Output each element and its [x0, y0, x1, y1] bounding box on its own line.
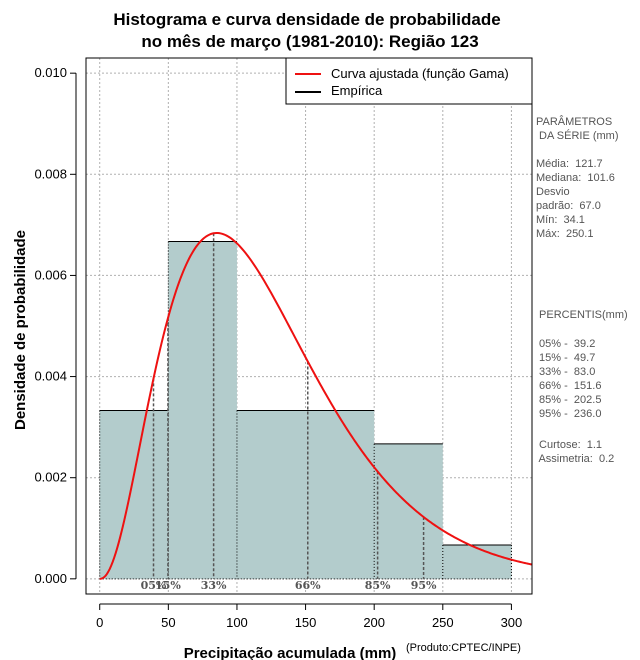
stats-values: Média: 121.7 Mediana: 101.6 Desvio padrã…: [536, 158, 615, 240]
x-tick-label-0: 0: [96, 615, 103, 630]
y-tick-label-2: 0.004: [34, 369, 67, 384]
x-tick-label-2: 100: [226, 615, 248, 630]
gamma-curve: [99, 231, 533, 580]
x-tick-label-1: 50: [161, 615, 175, 630]
percentile-label-1: 15%: [155, 579, 181, 592]
legend-box: [285, 57, 533, 105]
y-tick-label-5: 0.010: [34, 65, 67, 80]
legend-label-empirical: Empírica: [331, 83, 383, 98]
histogram-bar-0: [99, 410, 169, 579]
x-tick-label-6: 300: [501, 615, 523, 630]
chart-title: Histograma e curva densidade de probabil…: [113, 10, 500, 29]
chart-subtitle: no mês de março (1981-2010): Região 123: [141, 32, 478, 51]
percentile-label-0: 05%: [141, 579, 167, 592]
y-tick-label-4: 0.008: [34, 166, 67, 181]
y-tick-label-0: 0.000: [34, 571, 67, 586]
percentile-label-3: 66%: [295, 579, 321, 592]
y-tick-label-3: 0.006: [34, 267, 67, 282]
y-axis-label: Densidade de probabilidade: [12, 230, 29, 430]
histogram-bar-3: [374, 443, 443, 579]
x-tick-label-4: 200: [363, 615, 385, 630]
x-axis-label: Precipitação acumulada (mm): [184, 645, 397, 660]
histogram-bar-4: [442, 544, 512, 579]
percentiles-heading: PERCENTIS(mm): [536, 309, 628, 321]
histogram-bars: [99, 241, 512, 580]
legend: Curva ajustada (função Gama) Empírica: [285, 57, 533, 105]
shape-stats: Curtose: 1.1 Assimetria: 0.2: [538, 439, 615, 465]
x-tick-label-3: 150: [295, 615, 317, 630]
x-tick-label-5: 250: [432, 615, 454, 630]
percentile-markers: 05%15% 33% 66% 85% 95%: [141, 233, 437, 592]
y-axis: 0.000 0.002 0.004 0.006 0.008 0.010: [34, 65, 77, 586]
percentile-label-2: 33%: [201, 579, 227, 592]
histogram-bar-1: [168, 241, 237, 579]
y-tick-label-1: 0.002: [34, 470, 67, 485]
percentile-label-5: 95%: [411, 579, 437, 592]
histogram-bar-2: [236, 410, 375, 579]
x-axis: 0 50 100 150 200 250 300: [96, 603, 523, 630]
percentiles-values: 05% - 39.2 15% - 49.7 33% - 83.0 66% - 1…: [539, 338, 602, 420]
credit-text: (Produto:CPTEC/INPE): [406, 642, 521, 654]
stats-heading: PARÂMETROS DA SÉRIE (mm): [536, 116, 619, 142]
legend-label-curve: Curva ajustada (função Gama): [331, 66, 509, 81]
percentile-label-4: 85%: [365, 579, 391, 592]
